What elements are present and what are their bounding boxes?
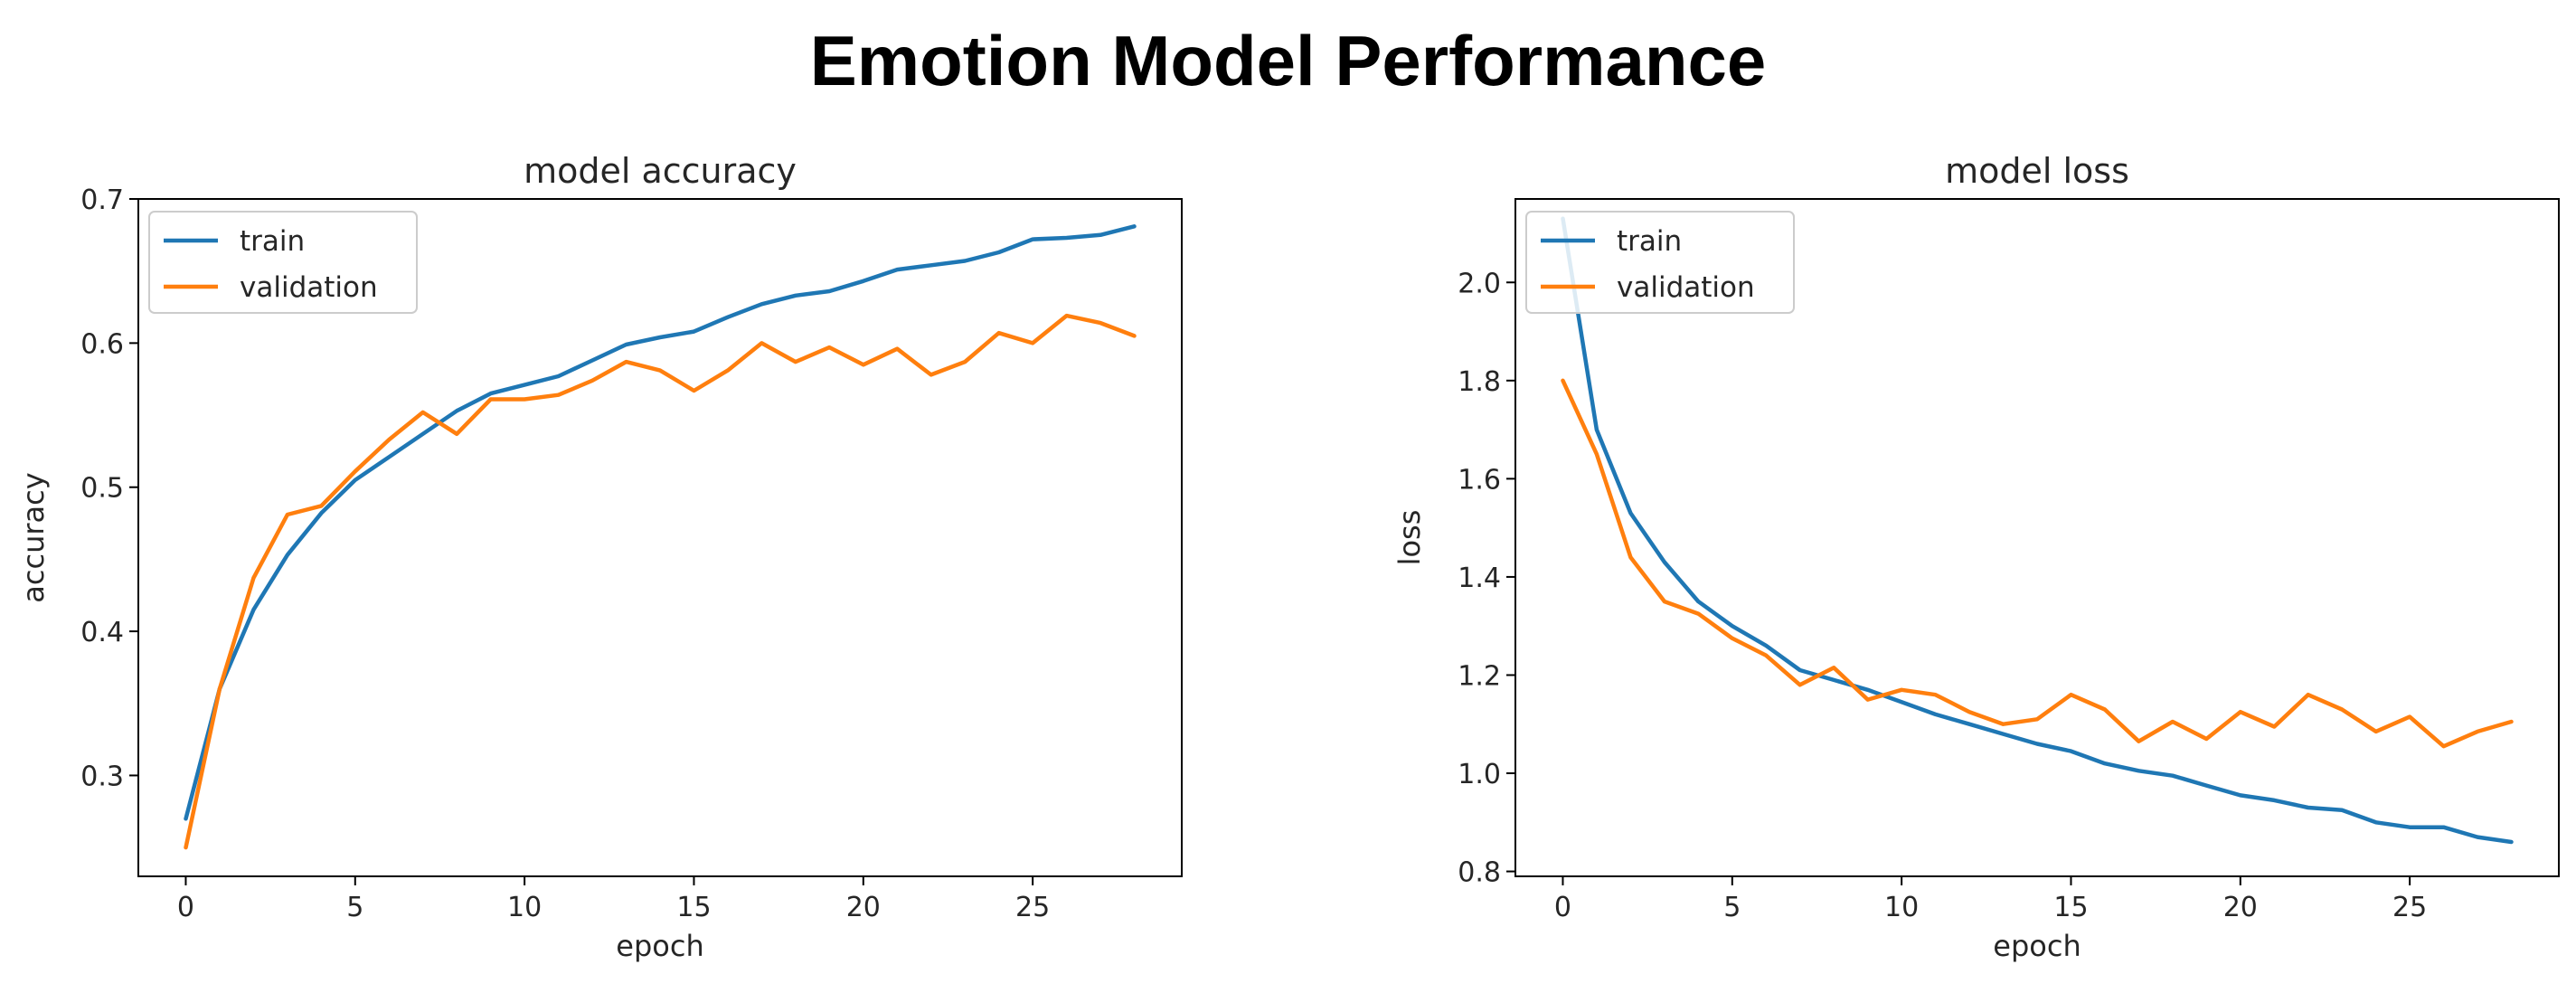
- chart2-legend-label-train: train: [1617, 225, 1682, 258]
- chart2-x-axis-label: epoch: [1993, 929, 2081, 963]
- chart2-series-validation-line: [1561, 378, 2514, 749]
- chart1-series-validation-line: [184, 313, 1137, 850]
- chart1-x-tick-label: 0: [177, 892, 194, 923]
- chart1-legend-label-validation: validation: [240, 271, 378, 304]
- chart1-x-tick-label: 5: [346, 892, 363, 923]
- chart1-y-axis-label: accuracy: [16, 472, 51, 602]
- chart2-series-train-line: [1561, 216, 2514, 845]
- chart1-legend: train validation: [148, 211, 418, 314]
- chart1-y-tick-label: 0.5: [80, 473, 124, 505]
- figure-title: Emotion Model Performance: [809, 21, 1767, 100]
- chart2-x-tick-label: 15: [2053, 892, 2088, 923]
- chart1-title: model accuracy: [524, 151, 797, 191]
- chart2-legend-label-validation: validation: [1617, 271, 1755, 304]
- chart1-x-tick-label: 15: [676, 892, 711, 923]
- chart1-y-tick-label: 0.6: [80, 328, 124, 360]
- chart1-plot: 0 5 10 15 20 25 0.3 0.4 0.5 0.6 0.7 model accuracy e…: [16, 151, 1183, 963]
- chart2-x-tick-label: 25: [2392, 892, 2427, 923]
- chart2-legend: train validation: [1525, 211, 1795, 314]
- chart2-y-tick-label: 2.0: [1458, 268, 1501, 299]
- chart2-x-tick-label: 0: [1554, 892, 1571, 923]
- chart1-y-tick-label: 0.4: [80, 617, 124, 648]
- chart2-y-axis-label: loss: [1392, 510, 1427, 566]
- chart1-y-tick-label: 0.7: [80, 184, 124, 216]
- chart1-x-tick-label: 25: [1015, 892, 1050, 923]
- chart2-x-tick-label: 20: [2223, 892, 2258, 923]
- chart2-plot: 0 5 10 15 20 25 0.8 1.0 1.2 1.4 1.6 1.8 2.0 model los…: [1392, 151, 2560, 963]
- chart1-legend-label-train: train: [240, 225, 305, 258]
- chart1-x-tick-label: 20: [846, 892, 881, 923]
- chart2-y-tick-label: 1.4: [1458, 563, 1501, 594]
- chart2-x-tick-label: 10: [1884, 892, 1919, 923]
- chart2-y-tick-label: 1.2: [1458, 660, 1501, 692]
- chart1-y-tick-label: 0.3: [80, 761, 124, 792]
- chart2-y-tick-label: 1.6: [1458, 464, 1501, 496]
- chart1-x-axis-label: epoch: [616, 929, 703, 963]
- chart2-axes-frame: [1514, 198, 2560, 877]
- chart1-x-tick-label: 10: [507, 892, 542, 923]
- chart2-y-tick-label: 1.0: [1458, 759, 1501, 790]
- chart1-axes-frame: [137, 198, 1183, 877]
- chart1-series-train-line: [184, 224, 1137, 821]
- chart2-y-tick-label: 0.8: [1458, 857, 1501, 889]
- chart2-title: model loss: [1945, 151, 2129, 191]
- chart2-y-tick-label: 1.8: [1458, 366, 1501, 398]
- chart2-x-tick-label: 5: [1723, 892, 1741, 923]
